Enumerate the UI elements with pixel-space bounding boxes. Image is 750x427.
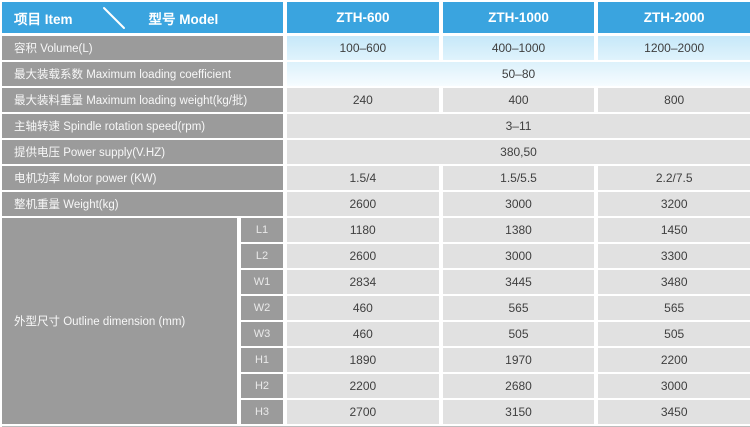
value-l2-zth-600: 2600 [287, 244, 439, 268]
value-h1-zth-600: 1890 [287, 348, 439, 372]
value-motor-power-zth-600: 1.5/4 [287, 166, 439, 190]
value-volume-zth-1000: 400–1000 [442, 36, 595, 60]
dim-sub-label-w1: W1 [241, 270, 283, 294]
dim-row-h1: H1 1890 1970 2200 [237, 348, 750, 372]
model-header-zth-2000: ZTH-2000 [598, 2, 750, 33]
value-w3-zth-2000: 505 [598, 322, 750, 346]
dim-sub-label-h3: H3 [241, 400, 283, 424]
value-h3-zth-1000: 3150 [442, 400, 595, 424]
value-h2-zth-1000: 2680 [442, 374, 595, 398]
model-header-zth-600: ZTH-600 [287, 2, 439, 33]
value-loading-weight-zth-1000: 400 [442, 88, 595, 112]
dim-row-w2: W2 460 565 565 [237, 296, 750, 320]
value-w2-zth-1000: 565 [442, 296, 595, 320]
dim-sub-label-h1: H1 [241, 348, 283, 372]
table-header-row: 项目 Item 型号 Model ZTH-600 ZTH-1000 ZTH-20… [2, 2, 750, 33]
outline-dimension-label: 外型尺寸 Outline dimension (mm) [2, 218, 237, 424]
model-header-label: 型号 Model [148, 11, 219, 27]
spec-row-loading-weight: 最大装料重量 Maximum loading weight(kg/批) 240 … [2, 88, 750, 112]
value-h2-zth-2000: 3000 [598, 374, 750, 398]
spec-row-motor-power: 电机功率 Motor power (KW) 1.5/4 1.5/5.5 2.2/… [2, 166, 750, 190]
value-spindle-speed: 3–11 [287, 114, 750, 138]
value-w2-zth-600: 460 [287, 296, 439, 320]
row-label-power-supply: 提供电压 Power supply(V.HZ) [2, 140, 283, 164]
model-header-zth-1000: ZTH-1000 [442, 2, 595, 33]
row-label-spindle-speed: 主轴转速 Spindle rotation speed(rpm) [2, 114, 283, 138]
value-machine-weight-zth-600: 2600 [287, 192, 439, 216]
value-volume-zth-2000: 1200–2000 [598, 36, 750, 60]
value-h2-zth-600: 2200 [287, 374, 439, 398]
dim-sub-label-l2: L2 [241, 244, 283, 268]
outline-dimension-block: 外型尺寸 Outline dimension (mm) L1 1180 1380… [2, 218, 750, 424]
value-w1-zth-2000: 3480 [598, 270, 750, 294]
dim-row-l1: L1 1180 1380 1450 [237, 218, 750, 242]
row-label-machine-weight: 整机重量 Weight(kg) [2, 192, 283, 216]
spec-row-loading-coefficient: 最大装载系数 Maximum loading coefficient 50–80 [2, 62, 750, 86]
dim-row-w1: W1 2834 3445 3480 [237, 270, 750, 294]
value-w1-zth-1000: 3445 [442, 270, 595, 294]
row-label-motor-power: 电机功率 Motor power (KW) [2, 166, 283, 190]
value-loading-weight-zth-600: 240 [287, 88, 439, 112]
item-model-header-cell: 项目 Item 型号 Model [2, 2, 283, 33]
value-w1-zth-600: 2834 [287, 270, 439, 294]
dim-row-h3: H3 2700 3150 3450 [237, 400, 750, 424]
value-machine-weight-zth-2000: 3200 [598, 192, 750, 216]
value-l2-zth-1000: 3000 [442, 244, 595, 268]
value-w3-zth-600: 460 [287, 322, 439, 346]
value-h1-zth-1000: 1970 [442, 348, 595, 372]
value-l1-zth-2000: 1450 [598, 218, 750, 242]
value-loading-weight-zth-2000: 800 [598, 88, 750, 112]
value-loading-coefficient: 50–80 [287, 62, 750, 86]
value-l1-zth-1000: 1380 [442, 218, 595, 242]
outline-dimension-rows: L1 1180 1380 1450 L2 2600 3000 3300 W1 2… [237, 218, 750, 424]
value-machine-weight-zth-1000: 3000 [442, 192, 595, 216]
dim-row-h2: H2 2200 2680 3000 [237, 374, 750, 398]
value-l2-zth-2000: 3300 [598, 244, 750, 268]
value-motor-power-zth-1000: 1.5/5.5 [442, 166, 595, 190]
dim-sub-label-w3: W3 [241, 322, 283, 346]
row-label-loading-coefficient: 最大装载系数 Maximum loading coefficient [2, 62, 283, 86]
spec-row-power-supply: 提供电压 Power supply(V.HZ) 380,50 [2, 140, 750, 164]
dim-sub-label-w2: W2 [241, 296, 283, 320]
value-h3-zth-2000: 3450 [598, 400, 750, 424]
spec-row-volume: 容积 Volume(L) 100–600 400–1000 1200–2000 [2, 36, 750, 60]
row-label-loading-weight: 最大装料重量 Maximum loading weight(kg/批) [2, 88, 283, 112]
value-l1-zth-600: 1180 [287, 218, 439, 242]
value-volume-zth-600: 100–600 [287, 36, 439, 60]
diagonal-divider-icon [102, 6, 125, 29]
item-header-label: 项目 Item [14, 11, 73, 27]
value-h1-zth-2000: 2200 [598, 348, 750, 372]
spec-row-machine-weight: 整机重量 Weight(kg) 2600 3000 3200 [2, 192, 750, 216]
dim-row-w3: W3 460 505 505 [237, 322, 750, 346]
value-motor-power-zth-2000: 2.2/7.5 [598, 166, 750, 190]
spec-row-spindle-speed: 主轴转速 Spindle rotation speed(rpm) 3–11 [2, 114, 750, 138]
value-h3-zth-600: 2700 [287, 400, 439, 424]
dim-sub-label-l1: L1 [241, 218, 283, 242]
value-w3-zth-1000: 505 [442, 322, 595, 346]
value-w2-zth-2000: 565 [598, 296, 750, 320]
dim-row-l2: L2 2600 3000 3300 [237, 244, 750, 268]
row-label-volume: 容积 Volume(L) [2, 36, 283, 60]
dim-sub-label-h2: H2 [241, 374, 283, 398]
value-power-supply: 380,50 [287, 140, 750, 164]
